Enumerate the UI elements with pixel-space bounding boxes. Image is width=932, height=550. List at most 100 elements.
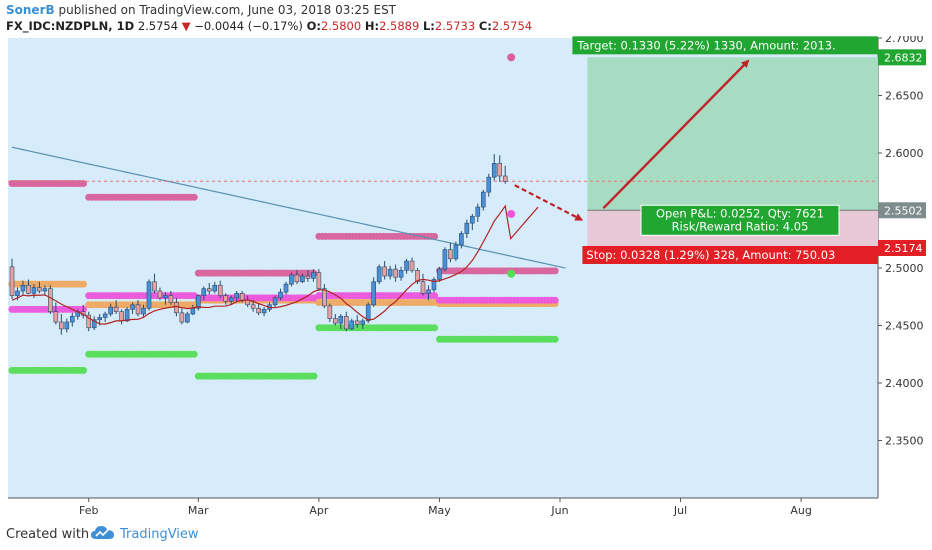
candle-body [119, 311, 124, 322]
x-tick-label: May [428, 504, 451, 516]
chart-header: SonerB published on TradingView.com, Jun… [0, 0, 932, 36]
down-triangle-icon: ▼ [181, 19, 191, 33]
target-label: Target: 0.1330 (5.22%) 1330, Amount: 201… [572, 36, 878, 55]
symbol-name[interactable]: FX_IDC:NZDPLN, 1D [6, 19, 135, 33]
candle-body [502, 175, 508, 182]
candle-body [371, 281, 376, 306]
footer: Created with TradingView [0, 516, 932, 550]
target-text: Target: 0.1330 (5.22%) 1330, Amount: 201… [576, 38, 835, 52]
tradingview-cloud-icon [91, 526, 114, 539]
marker-dot [507, 209, 516, 218]
candle-body [316, 272, 322, 290]
candle-body [250, 304, 256, 309]
candle-body [212, 284, 218, 292]
author-name[interactable]: SonerB [6, 3, 55, 17]
candle-body [491, 163, 497, 178]
candle-body [349, 320, 355, 330]
candle-body [333, 318, 338, 324]
candle-body [108, 306, 113, 315]
candle-body [338, 315, 344, 324]
y-tick-label: 2.4000 [885, 377, 924, 390]
candle-body [190, 307, 196, 315]
candle-body [20, 284, 26, 292]
open-value: 2.5800 [320, 19, 362, 33]
candle-body [294, 274, 300, 283]
candle-body [475, 206, 481, 217]
y-tick-label: 2.6000 [885, 147, 924, 160]
candle-body [278, 291, 283, 299]
price-badge: 2.5174 [878, 239, 926, 256]
candle-body [365, 304, 371, 322]
ma-short-line [11, 204, 539, 325]
price-badge-text: 2.5502 [884, 204, 923, 217]
price-chart[interactable]: 2.70002.65002.60002.55002.50002.45002.40… [0, 0, 932, 516]
candle-body [86, 314, 92, 329]
target-zone [587, 57, 878, 211]
candle-body [409, 260, 415, 271]
candle-body [343, 315, 349, 330]
candle-body [113, 306, 119, 313]
candle-body [486, 176, 492, 193]
candle-body [470, 215, 475, 224]
candle-body [124, 309, 130, 322]
candle-body [179, 312, 185, 323]
risk-reward-text: Risk/Reward Ratio: 4.05 [672, 219, 809, 233]
candle-body [437, 268, 442, 280]
marker-dot [507, 269, 516, 278]
candle-body [393, 268, 398, 278]
candle-body [272, 297, 278, 306]
y-tick-label: 2.4500 [885, 320, 924, 333]
candle-body [31, 287, 37, 294]
candle-body [387, 268, 393, 277]
open-label: O: [306, 19, 321, 33]
candle-body [26, 284, 31, 294]
candle-body [223, 295, 229, 302]
candle-body [256, 307, 261, 314]
x-tick-label: Jul [673, 504, 687, 516]
high-value: 2.5889 [379, 19, 420, 33]
candle-body [464, 222, 470, 234]
low-label: L: [422, 19, 435, 33]
candle-body [163, 295, 168, 299]
candle-body [69, 315, 75, 323]
candle-body [289, 274, 294, 285]
time-axis-background [0, 498, 878, 516]
candle-body [305, 275, 311, 279]
candle-body [327, 305, 333, 319]
close-value: 2.5754 [491, 19, 533, 33]
price-badge-text: 2.5174 [884, 242, 923, 255]
high-label: H: [364, 19, 380, 33]
y-tick-label: 2.3500 [885, 435, 924, 448]
candle-body [141, 307, 146, 315]
candle-body [185, 313, 190, 323]
candle-body [354, 320, 360, 325]
candle-body [152, 281, 157, 292]
arrow-down-to-entry [514, 184, 584, 221]
candle-body [448, 249, 453, 260]
price-badge: 2.6832 [878, 49, 926, 66]
candle-body [415, 269, 420, 283]
candle-body [206, 288, 212, 292]
candle-body [146, 281, 152, 309]
candle-body [398, 269, 404, 278]
close-label: C: [478, 19, 492, 33]
candle-body [42, 288, 48, 292]
x-tick-label: Jun [550, 504, 568, 516]
tradingview-brand[interactable]: TradingView [120, 527, 199, 542]
candle-body [261, 309, 267, 314]
candle-body [239, 292, 245, 301]
published-text: published on TradingView.com, June 03, 2… [58, 3, 397, 17]
candle-body [157, 290, 163, 299]
candle-body [431, 279, 437, 291]
candle-body [442, 249, 448, 270]
x-tick-label: Apr [309, 504, 329, 516]
candle-body [300, 275, 305, 283]
candle-body [48, 288, 53, 313]
price-change: −0.0044 (−0.17%) [194, 19, 303, 33]
x-tick-label: Mar [188, 504, 209, 516]
candle-body [228, 297, 234, 302]
candle-body [376, 266, 382, 283]
publish-line: SonerB published on TradingView.com, Jun… [6, 3, 396, 17]
low-value: 2.5733 [434, 19, 476, 33]
